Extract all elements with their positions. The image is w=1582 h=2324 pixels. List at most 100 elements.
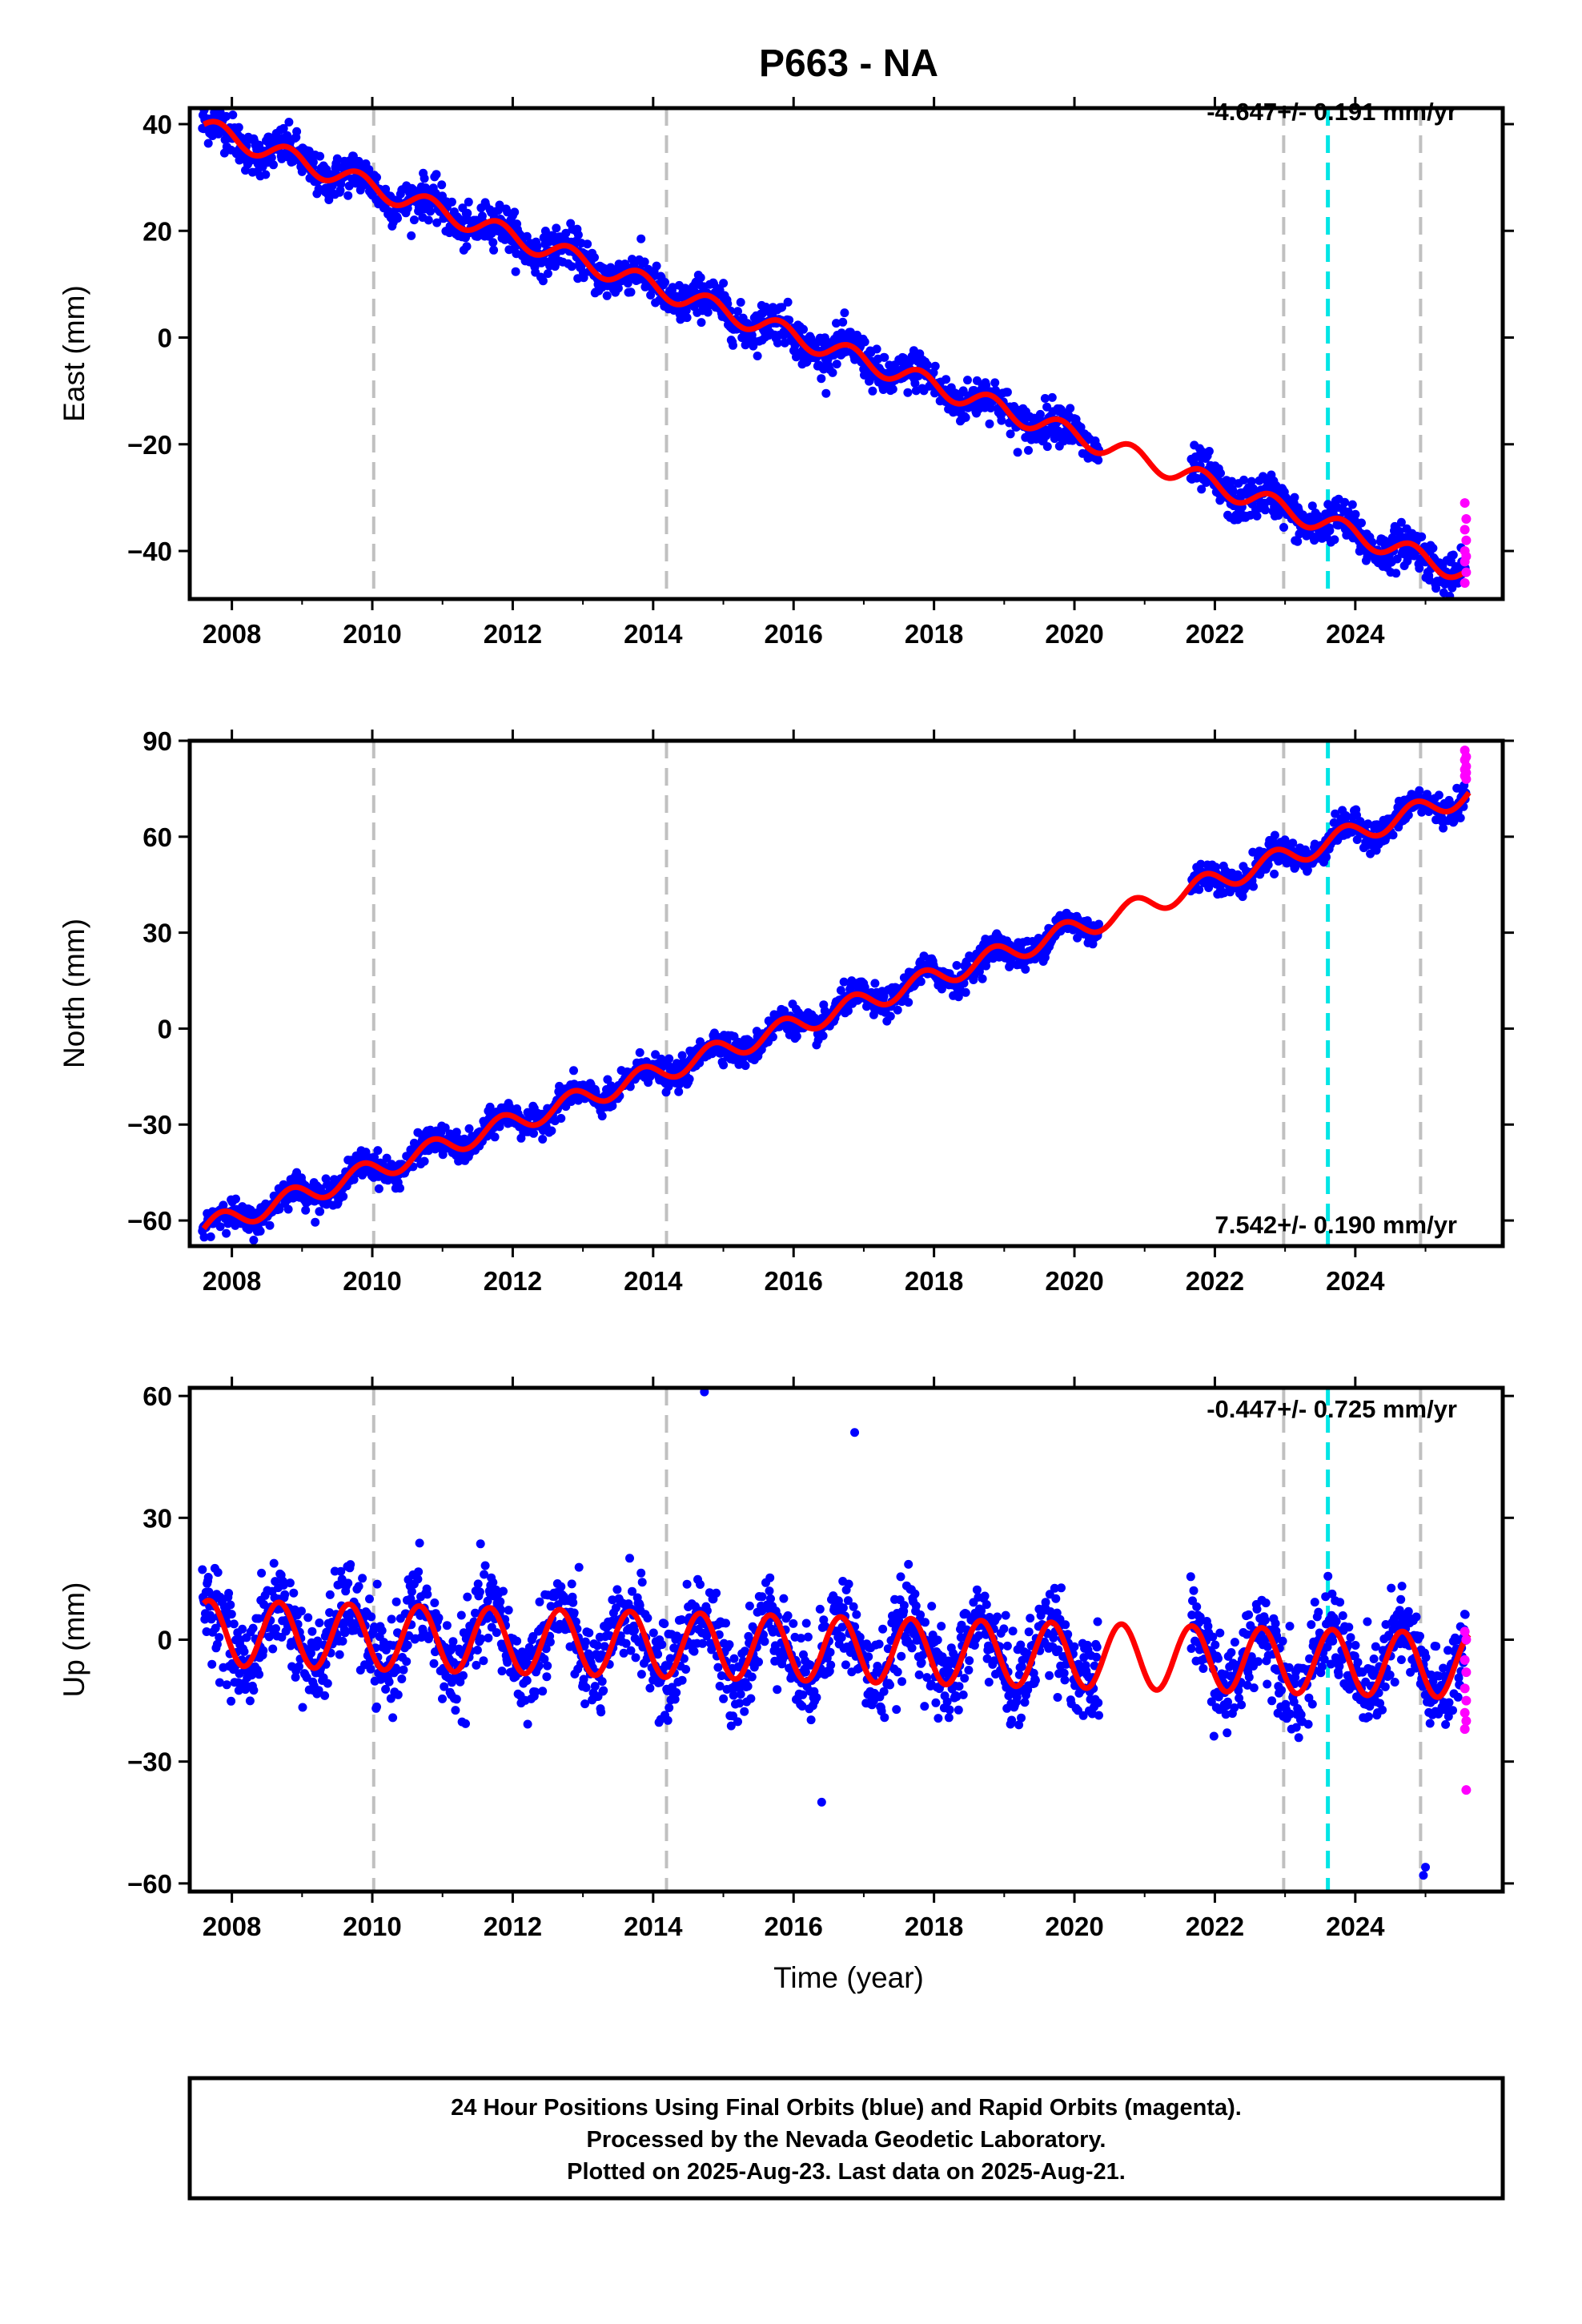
- final-orbit-point: [681, 1665, 691, 1674]
- final-orbit-point: [1042, 442, 1052, 452]
- final-orbit-point: [985, 419, 994, 428]
- final-orbit-point: [271, 1624, 280, 1634]
- final-orbit-point: [872, 344, 881, 354]
- final-orbit-point: [893, 1005, 902, 1015]
- final-orbit-point: [712, 1588, 721, 1598]
- model-curve: [202, 119, 1471, 581]
- final-orbit-point: [636, 1568, 646, 1578]
- final-orbit-point: [298, 1703, 307, 1712]
- final-orbit-point: [295, 1662, 303, 1671]
- final-orbit-point: [315, 1207, 325, 1216]
- final-orbit-point: [660, 1619, 669, 1629]
- final-orbit-point: [268, 1644, 278, 1654]
- final-orbit-point: [619, 1648, 628, 1658]
- final-orbit-point: [888, 384, 897, 394]
- final-orbit-point: [338, 1636, 347, 1646]
- final-orbit-point: [206, 1232, 215, 1241]
- final-orbit-point: [496, 1605, 505, 1614]
- final-orbit-point: [1082, 916, 1092, 926]
- final-orbit-point: [497, 1667, 507, 1676]
- final-orbit-point: [207, 1659, 217, 1669]
- final-orbit-point: [717, 1671, 726, 1680]
- final-orbit-point: [255, 1670, 264, 1679]
- final-orbit-point: [269, 1558, 279, 1568]
- final-orbit-point: [490, 1132, 500, 1142]
- final-orbit-point: [461, 1719, 470, 1728]
- final-orbit-point: [645, 1683, 655, 1693]
- final-orbit-point: [1347, 500, 1357, 509]
- final-orbit-point: [291, 1672, 300, 1682]
- final-orbit-point: [1002, 388, 1012, 397]
- y-tick-label: 30: [143, 919, 172, 948]
- final-orbit-point: [608, 1595, 617, 1605]
- final-orbit-point: [661, 278, 669, 287]
- final-orbit-point: [203, 139, 213, 148]
- final-orbit-point: [1195, 885, 1204, 895]
- final-orbit-point: [387, 1614, 396, 1624]
- final-orbit-point: [346, 1560, 355, 1570]
- final-orbit-point: [580, 1637, 590, 1647]
- final-orbit-point: [1351, 509, 1360, 519]
- y-tick-label: 0: [158, 324, 172, 353]
- final-orbit-point: [665, 1054, 674, 1063]
- final-orbit-point: [1322, 852, 1331, 862]
- final-orbit-point: [203, 1573, 213, 1582]
- final-orbit-point: [377, 1626, 387, 1635]
- final-orbit-point: [954, 992, 963, 1002]
- final-orbit-point: [636, 234, 646, 243]
- y-tick-label: −60: [127, 1206, 172, 1236]
- final-orbit-point: [289, 1588, 299, 1598]
- final-orbit-point: [307, 1648, 315, 1658]
- final-orbit-point: [719, 279, 729, 288]
- final-orbit-point: [1088, 939, 1098, 949]
- final-orbit-point: [540, 1655, 549, 1664]
- final-orbit-point: [952, 961, 962, 970]
- final-orbit-point: [522, 231, 532, 241]
- final-orbit-point: [364, 165, 374, 175]
- final-orbit-point: [484, 1633, 493, 1642]
- final-orbit-point: [672, 1688, 681, 1697]
- final-orbit-point: [248, 1623, 258, 1633]
- final-orbit-point: [792, 1031, 801, 1041]
- final-orbit-point: [573, 230, 583, 239]
- final-orbit-point: [297, 1606, 306, 1616]
- final-orbit-point: [391, 1597, 401, 1606]
- final-orbit-point: [325, 1590, 335, 1599]
- final-orbit-point: [488, 1578, 498, 1587]
- final-orbit-point: [663, 1715, 673, 1725]
- final-orbit-points: [198, 1538, 1471, 1743]
- final-orbit-point: [261, 170, 271, 179]
- x-tick-label: 2016: [765, 1266, 823, 1296]
- final-orbit-point: [1247, 476, 1256, 486]
- final-orbit-point: [219, 1200, 228, 1210]
- final-orbit-point: [429, 1659, 439, 1668]
- final-orbit-point: [637, 1578, 647, 1587]
- final-orbit-point: [828, 368, 837, 377]
- final-orbit-point: [1451, 561, 1460, 571]
- final-orbit-point: [1196, 859, 1206, 869]
- final-orbit-point: [471, 1608, 480, 1618]
- final-orbit-point: [437, 180, 447, 190]
- final-orbit-point: [961, 412, 970, 422]
- final-orbit-point: [535, 1597, 544, 1606]
- final-orbit-point: [332, 154, 342, 163]
- final-orbit-point: [358, 1574, 367, 1583]
- final-orbit-point: [677, 1051, 687, 1060]
- final-orbit-point: [249, 1236, 259, 1244]
- final-orbit-point: [818, 1031, 828, 1040]
- axes-frame: [187, 738, 1505, 1248]
- final-orbit-point: [1238, 892, 1247, 902]
- final-orbit-point: [1094, 919, 1103, 929]
- x-tick-label: 2012: [484, 1266, 542, 1296]
- final-orbit-point: [456, 1610, 466, 1620]
- x-tick-label: 2024: [1326, 1266, 1385, 1296]
- final-orbit-point: [579, 1675, 588, 1684]
- final-orbit-point: [495, 200, 504, 210]
- final-orbit-point: [696, 1580, 705, 1589]
- final-orbit-point: [696, 1037, 705, 1047]
- final-orbit-point: [434, 1613, 444, 1622]
- final-orbit-point: [657, 1640, 667, 1650]
- final-orbit-point: [472, 1660, 481, 1670]
- final-orbit-point: [409, 215, 419, 225]
- final-orbit-point: [285, 1578, 295, 1588]
